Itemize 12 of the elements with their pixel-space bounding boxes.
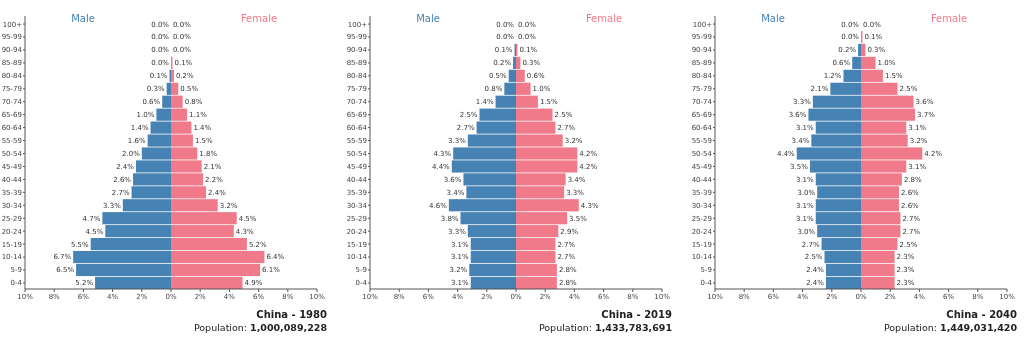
text: China - 2040 (946, 309, 1018, 320)
text: China - 1980 (256, 309, 328, 320)
text: Male (761, 13, 785, 24)
text: Population: 1,449,031,420 (883, 322, 1018, 333)
text: Population: 1,000,089,228 (193, 322, 328, 333)
text: China - 2019 (601, 309, 673, 320)
text: Male (71, 13, 95, 24)
text: Female (240, 13, 278, 24)
text: Male (416, 13, 440, 24)
text: Female (930, 13, 968, 24)
text: Female (585, 13, 623, 24)
text: Population: 1,433,783,691 (538, 322, 672, 333)
